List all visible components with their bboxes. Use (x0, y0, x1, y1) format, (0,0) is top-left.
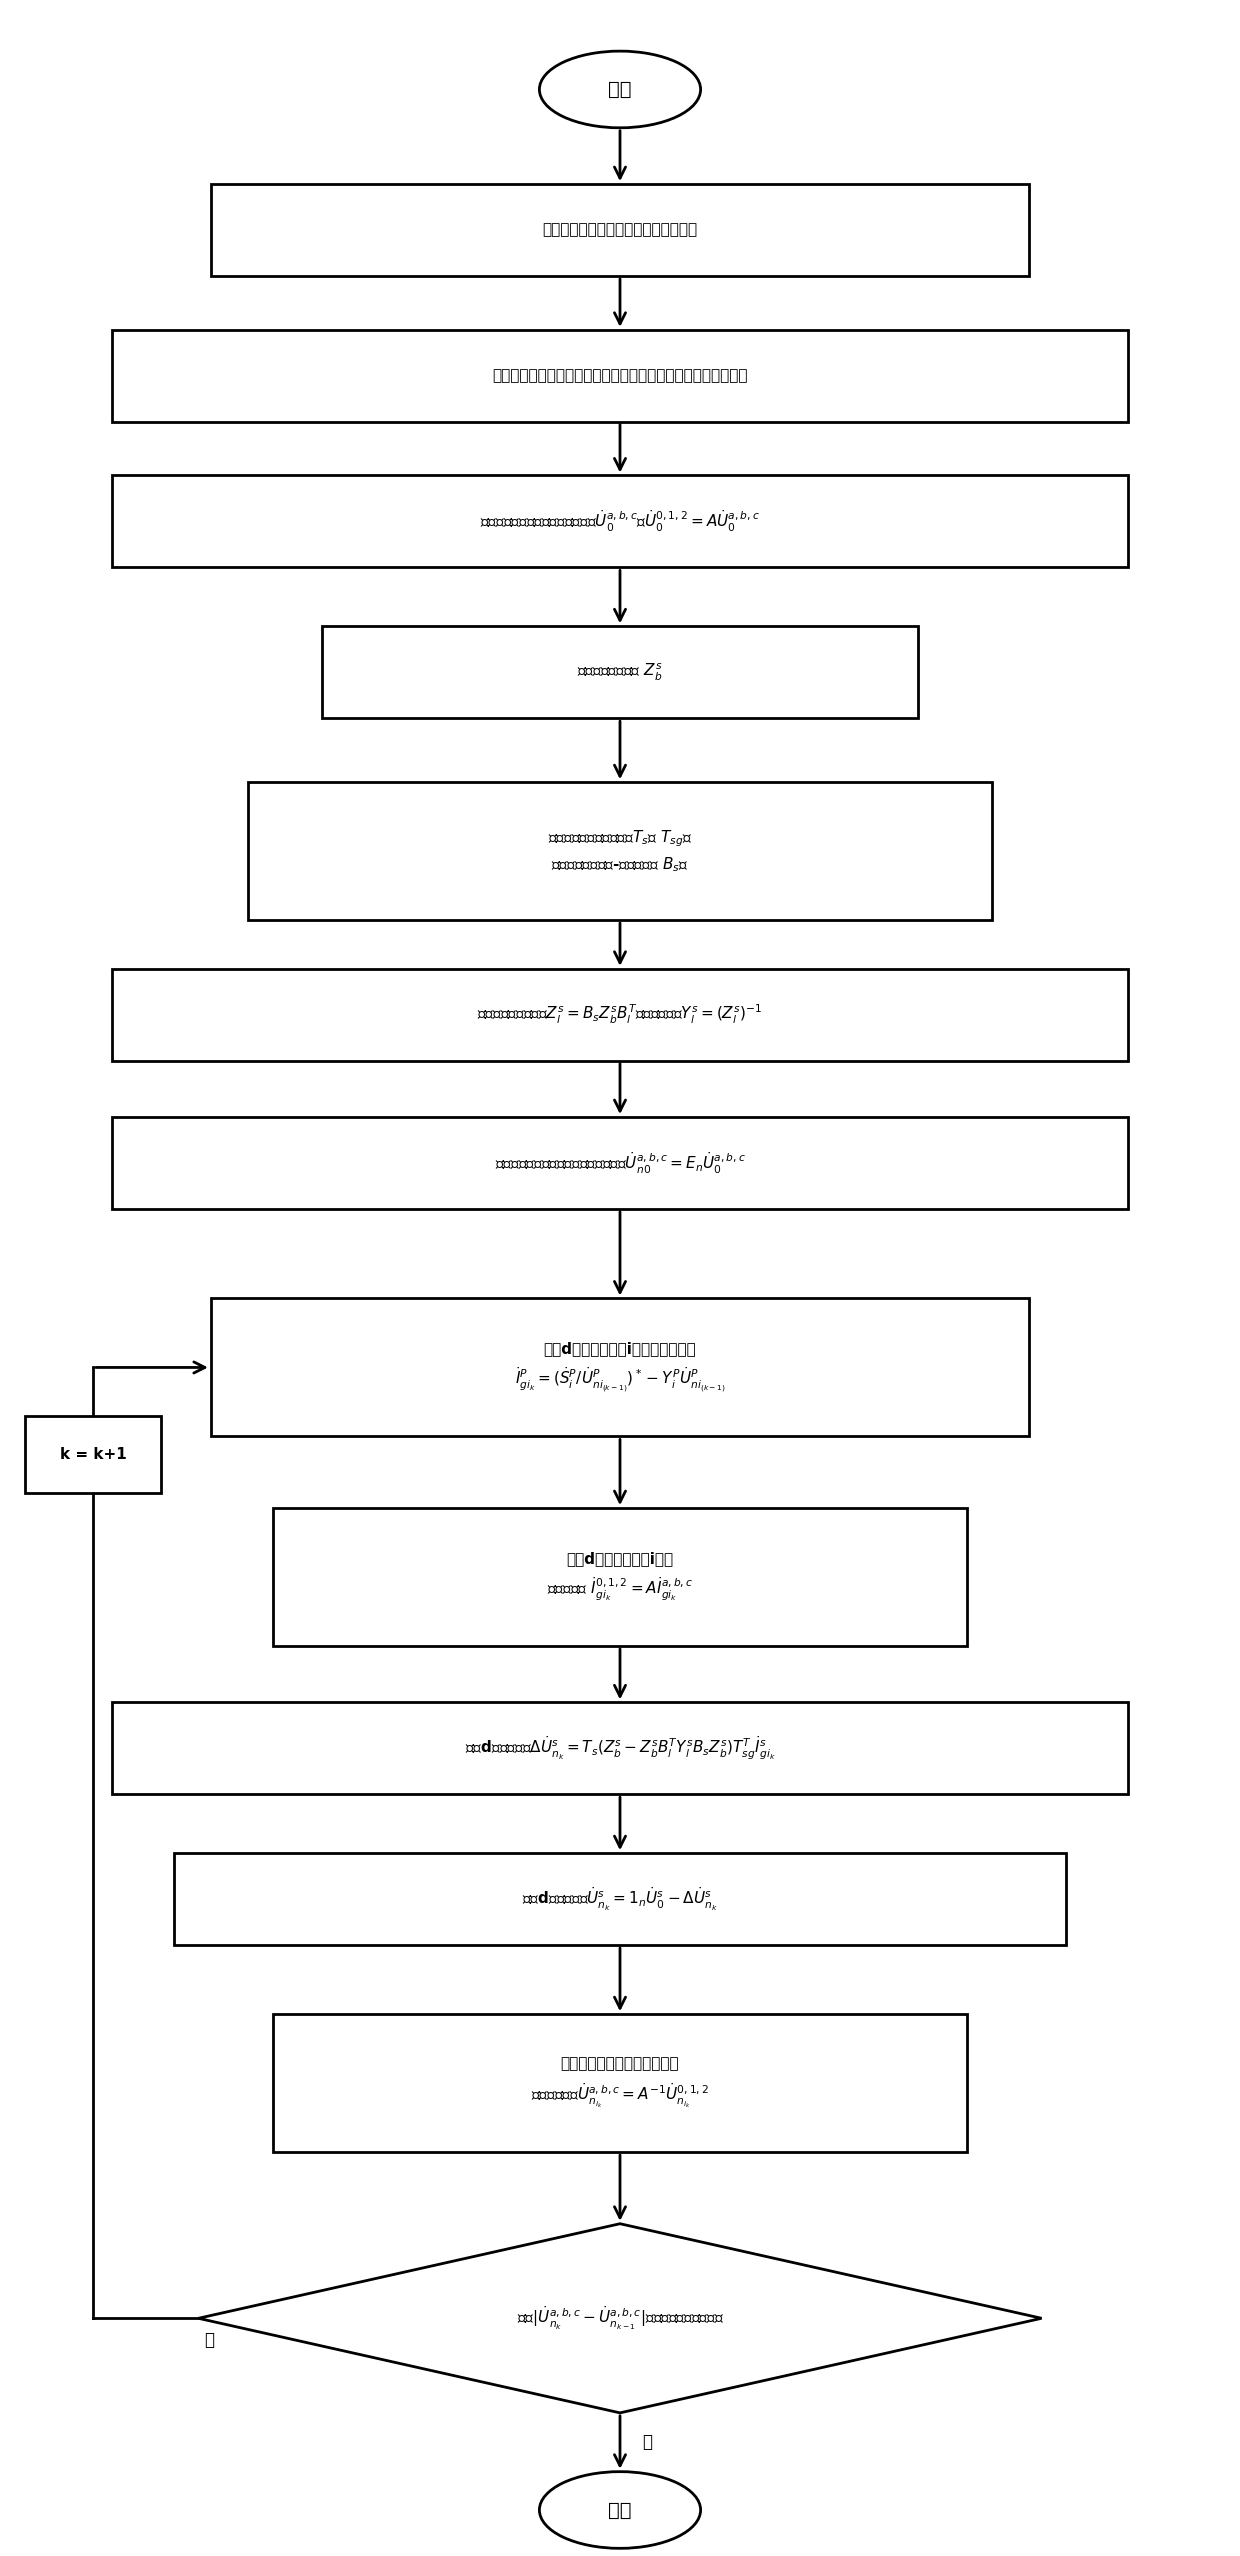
Text: 计算d次迭代时节点i注入
的各序电流 $\dot{I}_{gi_k}^{0,1,2}=A\dot{I}_{gi_k}^{a,b,c}$: 计算d次迭代时节点i注入 的各序电流 $\dot{I}_{gi_k}^{0,1,… (547, 1551, 693, 1603)
Text: 是: 是 (642, 2433, 652, 2451)
FancyBboxPatch shape (25, 1416, 161, 1493)
FancyBboxPatch shape (112, 475, 1128, 567)
Text: 判断$|\dot{U}_{n_k}^{a,b,c}-\dot{U}_{n_{k-1}}^{a,b,c}|$是否满足收敛精度要求: 判断$|\dot{U}_{n_k}^{a,b,c}-\dot{U}_{n_{k-… (517, 2306, 723, 2331)
Text: 基于逆变换计算次迭代时节点
三相电压相量$\dot{U}_{n_{i_k}}^{a,b,c}=A^{-1}\dot{U}_{n_{i_k}}^{0,1,2}$: 基于逆变换计算次迭代时节点 三相电压相量$\dot{U}_{n_{i_k}}^{… (531, 2058, 709, 2109)
Text: 给弱环配电网各节点三相电压赋初始值$\dot{U}_{n0}^{a,b,c}=E_n\dot{U}_0^{a,b,c}$: 给弱环配电网各节点三相电压赋初始值$\dot{U}_{n0}^{a,b,c}=E… (495, 1150, 745, 1176)
Text: 计算d次迭代时节点i注入的各相电流
$\dot{I}_{gi_k}^P=(\dot{S}_i^P/\dot{U}_{ni_{(k-1)}}^P)^*-Y_i^P: 计算d次迭代时节点i注入的各相电流 $\dot{I}_{gi_k}^P=(\do… (515, 1342, 725, 1393)
Text: 出口: 出口 (609, 2500, 631, 2520)
FancyBboxPatch shape (112, 1117, 1128, 1209)
FancyBboxPatch shape (112, 330, 1128, 422)
Text: 计算三序网络参数 $Z_b^s$: 计算三序网络参数 $Z_b^s$ (577, 662, 663, 682)
FancyBboxPatch shape (248, 782, 992, 920)
Text: 否: 否 (205, 2331, 215, 2349)
Text: 计算回路序阻抗矩阵$Z_l^s=B_sZ_b^sB_l^T$，及其逆矩阵$Y_l^s=(Z_l^s)^{-1}$: 计算回路序阻抗矩阵$Z_l^s=B_sZ_b^sB_l^T$，及其逆矩阵$Y_l… (477, 1002, 763, 1028)
FancyBboxPatch shape (273, 1508, 967, 1646)
Text: 确定弱环配电网络的树，给节点编号。: 确定弱环配电网络的树，给节点编号。 (542, 222, 698, 238)
Ellipse shape (539, 2472, 701, 2548)
FancyBboxPatch shape (174, 1853, 1066, 1945)
FancyBboxPatch shape (112, 969, 1128, 1061)
Ellipse shape (539, 51, 701, 128)
FancyBboxPatch shape (273, 2014, 967, 2152)
Text: k = k+1: k = k+1 (60, 1447, 126, 1462)
Text: 确定弱环配电网拓扑结构参数，包括节点数，支路数，回路数。: 确定弱环配电网拓扑结构参数，包括节点数，支路数，回路数。 (492, 368, 748, 383)
Text: 计算d次迭代时的$\dot{U}_{n_k}^s=1_n\dot{U}_0^s-\Delta\dot{U}_{n_k}^s$: 计算d次迭代时的$\dot{U}_{n_k}^s=1_n\dot{U}_0^s-… (522, 1886, 718, 1912)
Text: 计算三序网络的道路矩阵$T_s$和 $T_{sg}$，
计算三序网络的回-支关联矩阵 $B_s$。: 计算三序网络的道路矩阵$T_s$和 $T_{sg}$， 计算三序网络的回-支关联… (548, 828, 692, 874)
FancyBboxPatch shape (322, 626, 918, 718)
Text: 获取网络参数，设定参考节点电压$\dot{U}_0^{a,b,c}$，$\dot{U}_0^{0,1,2}=A\dot{U}_0^{a,b,c}$: 获取网络参数，设定参考节点电压$\dot{U}_0^{a,b,c}$，$\dot… (480, 509, 760, 534)
Polygon shape (198, 2224, 1042, 2413)
FancyBboxPatch shape (211, 184, 1029, 276)
Text: 入口: 入口 (609, 79, 631, 100)
FancyBboxPatch shape (112, 1702, 1128, 1794)
Text: 计算d次迭代时的$\Delta\dot{U}_{n_k}^s=T_s(Z_b^s-Z_b^sB_l^TY_l^sB_sZ_b^s)T_{sg}^T\dot{I}: 计算d次迭代时的$\Delta\dot{U}_{n_k}^s=T_s(Z_b^s… (465, 1736, 775, 1761)
FancyBboxPatch shape (211, 1298, 1029, 1436)
